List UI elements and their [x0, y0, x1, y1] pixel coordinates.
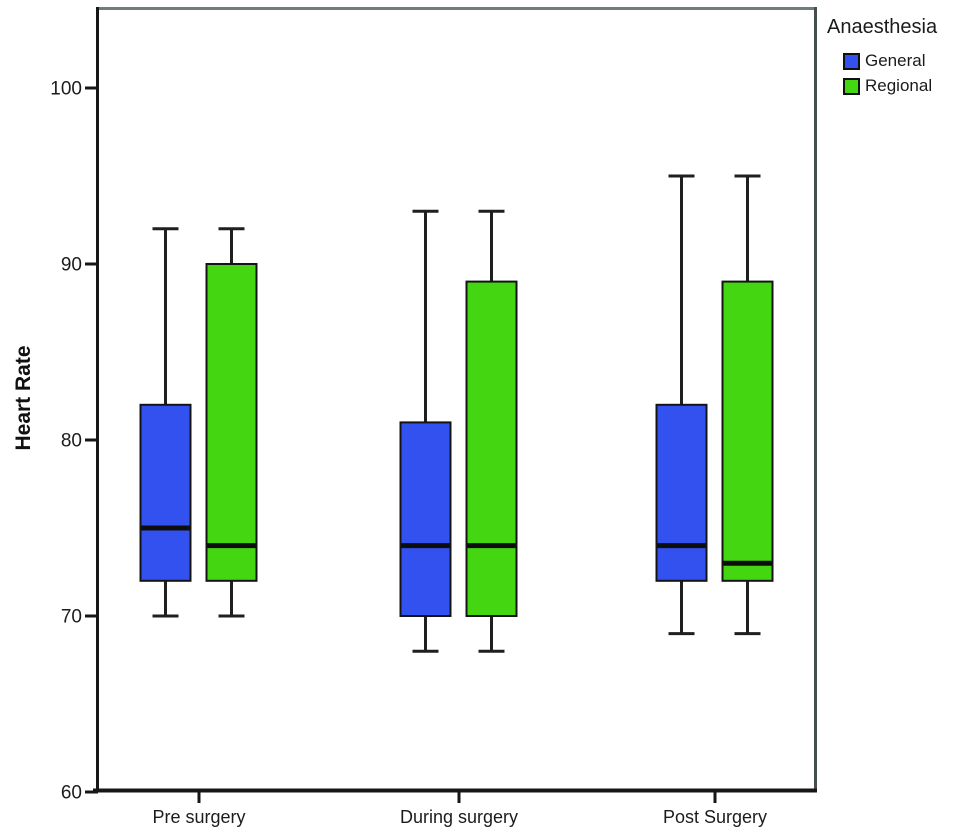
box-general-1 [139, 403, 192, 582]
y-tick-label: 70 [61, 607, 82, 628]
legend-item-general: General [843, 51, 967, 71]
legend-swatch-general [843, 52, 860, 70]
y-tick-label: 100 [50, 79, 82, 100]
y-tick-label: 60 [61, 783, 82, 804]
y-tick-label: 80 [61, 431, 82, 452]
legend-item-regional: Regional [843, 76, 967, 96]
box-regional-2 [465, 280, 518, 617]
box-regional-1 [205, 263, 258, 582]
legend-swatch-regional [843, 77, 860, 95]
legend-title: Anaesthesia [827, 16, 938, 38]
box-general-3 [655, 403, 708, 582]
y-axis-title: Heart Rate [12, 345, 35, 451]
x-tick-label: During surgery [400, 807, 518, 827]
legend-label-regional: Regional [865, 76, 933, 95]
legend: Anaesthesia General Regional [827, 16, 967, 96]
legend-label-general: General [865, 51, 926, 70]
x-tick-label: Pre surgery [152, 807, 245, 827]
y-tick-label: 90 [61, 255, 82, 276]
x-tick-label: Post Surgery [663, 807, 767, 827]
box-general-2 [399, 421, 452, 617]
box-regional-3 [721, 280, 774, 582]
